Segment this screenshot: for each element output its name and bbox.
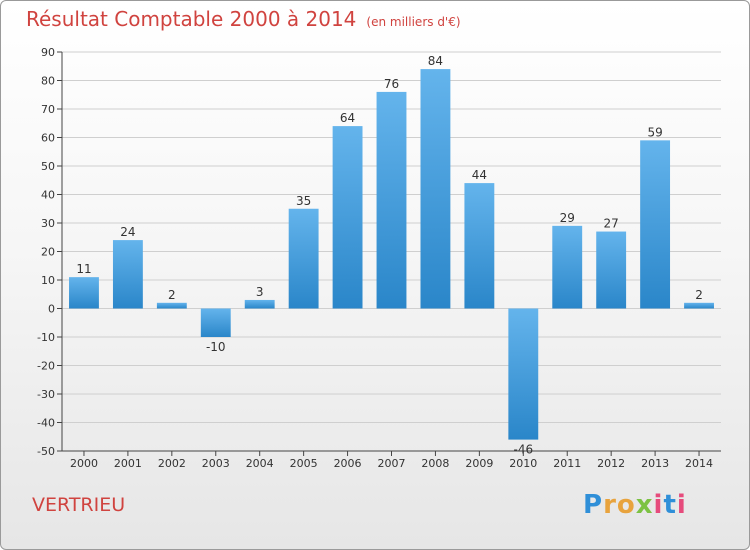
x-tick-label: 2014	[685, 457, 713, 470]
bar	[596, 231, 627, 309]
y-tick-label: -30	[37, 388, 55, 401]
bar-value-label: 44	[472, 168, 487, 182]
axes: -50 -40 -30 -20 -10 0 10 20 30 40 50 60 70 80 90 2000 20…	[37, 46, 721, 470]
x-tick-label: 2003	[202, 457, 230, 470]
y-tick-label: -50	[37, 445, 55, 458]
logo-letter: x	[635, 490, 654, 520]
logo-letter: i	[676, 490, 687, 520]
proxiti-logo: Proxiti	[583, 490, 687, 520]
bar-value-label: 84	[428, 54, 443, 68]
x-tick-label: 2011	[553, 457, 581, 470]
y-tick-label: 80	[41, 75, 55, 88]
x-tick-label: 2010	[509, 457, 537, 470]
y-tick-label: 60	[41, 132, 55, 145]
bar-value-label: 35	[296, 194, 311, 208]
bar-value-label: 2	[168, 288, 176, 302]
x-tick-label: 2002	[158, 457, 186, 470]
bar	[200, 308, 231, 337]
x-tick-label: 2004	[246, 457, 274, 470]
y-tick-label: 0	[48, 303, 55, 316]
bar	[69, 277, 99, 309]
bar	[684, 302, 714, 309]
data-labels: 11 24 2 -10 3 35 64 76 84 44 -46 29 27 59 2	[76, 54, 703, 457]
bar-value-label: 3	[256, 285, 264, 299]
y-tick-label: 10	[41, 274, 55, 287]
bar-value-label: 76	[384, 77, 399, 91]
title-text: Résultat Comptable 2000 à 2014	[26, 7, 357, 31]
x-tick-label: 2005	[290, 457, 318, 470]
bar-value-label: -46	[513, 443, 533, 457]
bar-value-label: 29	[560, 211, 575, 225]
bar	[156, 302, 187, 309]
bar	[112, 240, 143, 309]
bar-value-label: 11	[76, 262, 91, 276]
y-tick-label: -20	[37, 360, 55, 373]
y-tick-label: 50	[41, 160, 55, 173]
y-tick-label: 20	[41, 246, 55, 259]
y-tick-label: 70	[41, 103, 55, 116]
y-tick-label: 30	[41, 217, 55, 230]
y-tick-label: 40	[41, 189, 55, 202]
x-tick-label: 2000	[70, 457, 98, 470]
y-tick-label: -10	[37, 331, 55, 344]
bar	[420, 69, 451, 309]
logo-letter: i	[653, 490, 664, 520]
bar	[244, 299, 275, 309]
bar	[464, 183, 495, 309]
bar	[288, 208, 319, 309]
y-tick-label: 90	[41, 46, 55, 59]
bar-value-label: -10	[206, 340, 226, 354]
chart-title: Résultat Comptable 2000 à 2014 (en millie…	[26, 7, 461, 31]
bar	[508, 308, 539, 440]
logo-letter: o	[616, 490, 636, 520]
logo-letter: t	[663, 490, 677, 520]
bar-value-label: 59	[647, 125, 662, 139]
bar	[640, 140, 671, 309]
bar-value-label: 64	[340, 111, 355, 125]
bar	[552, 225, 583, 309]
x-tick-label: 2012	[597, 457, 625, 470]
y-tick-label: -40	[37, 417, 55, 430]
x-tick-label: 2009	[465, 457, 493, 470]
bars	[69, 69, 714, 440]
logo-letter: P	[583, 490, 604, 520]
commune-name: VERTRIEU	[32, 494, 126, 516]
x-tick-label: 2006	[334, 457, 362, 470]
chart-subtitle: (en milliers d'€)	[366, 15, 461, 29]
bar-value-label: 27	[604, 217, 619, 231]
x-tick-label: 2008	[421, 457, 449, 470]
x-tick-label: 2013	[641, 457, 669, 470]
logo-letter: r	[603, 490, 617, 520]
bar	[376, 91, 407, 309]
x-tick-label: 2007	[378, 457, 406, 470]
bar	[332, 126, 363, 309]
bar-value-label: 2	[695, 288, 703, 302]
x-tick-label: 2001	[114, 457, 142, 470]
bar-value-label: 24	[120, 225, 135, 239]
